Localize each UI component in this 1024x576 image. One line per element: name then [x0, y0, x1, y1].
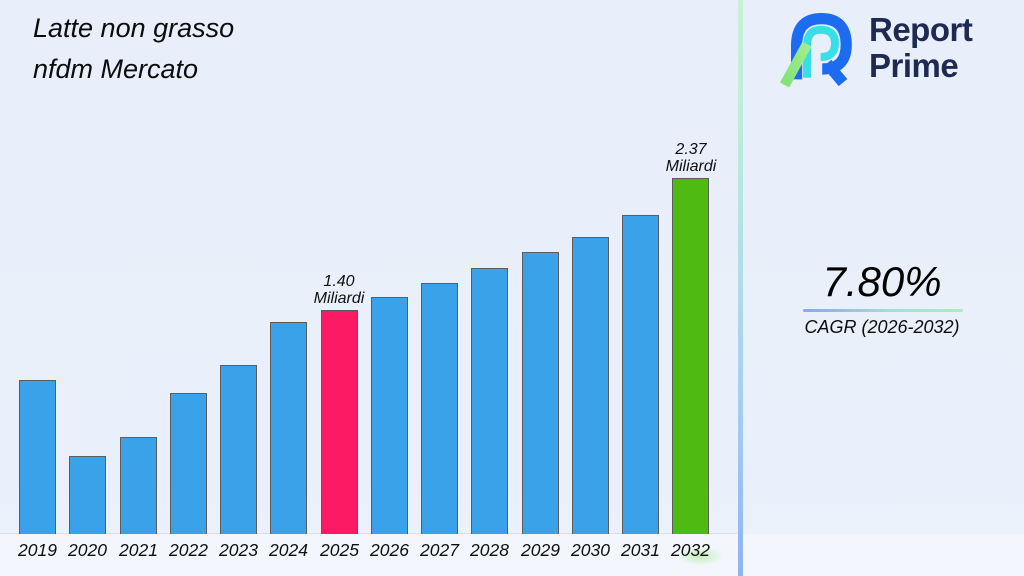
cagr-value: 7.80% [822, 258, 942, 305]
bar-annotation-2032: 2.37 Miliardi [631, 141, 751, 175]
annotation-unit: Miliardi [313, 290, 365, 307]
x-tick-2022: 2022 [169, 540, 208, 560]
annotation-value: 2.37 [675, 141, 707, 158]
bar-2031 [622, 215, 659, 534]
chart-baseline-strip [0, 534, 1024, 576]
bar-2019 [19, 380, 56, 534]
x-tick-2031: 2031 [621, 540, 660, 560]
bar-2028 [471, 268, 508, 534]
bar-2032 [672, 178, 709, 534]
annotation-unit: Miliardi [665, 158, 717, 175]
x-tick-2027: 2027 [420, 540, 459, 560]
bar-2025 [321, 310, 358, 534]
bar-2022 [170, 393, 207, 534]
page-title-line2: nfdm Mercato [33, 54, 199, 84]
bar-annotation-2025: 1.40 Miliardi [279, 273, 399, 307]
brand-logo: Report Prime [779, 6, 973, 92]
bar-2020 [69, 456, 106, 534]
x-axis-line [0, 533, 737, 534]
highlight-glow [676, 546, 724, 566]
x-tick-2024: 2024 [269, 540, 308, 560]
bar-2024 [270, 322, 307, 534]
x-tick-2030: 2030 [571, 540, 610, 560]
cagr-underline [803, 309, 963, 312]
x-tick-2028: 2028 [470, 540, 509, 560]
x-tick-2026: 2026 [370, 540, 409, 560]
bar-2030 [572, 237, 609, 534]
bar-2023 [220, 365, 257, 534]
bar-2027 [421, 283, 458, 534]
x-tick-2032: 2032 [671, 540, 710, 560]
page-title-line1: Latte non grasso [33, 13, 235, 43]
x-tick-2025: 2025 [320, 540, 359, 560]
annotation-value: 1.40 [323, 273, 355, 290]
brand-name-line2: Prime [869, 47, 959, 84]
x-tick-2019: 2019 [18, 540, 57, 560]
x-tick-2021: 2021 [119, 540, 158, 560]
vertical-divider [738, 0, 743, 576]
x-tick-2020: 2020 [68, 540, 107, 560]
bar-2026 [371, 297, 408, 534]
bar-2029 [522, 252, 559, 534]
x-tick-2029: 2029 [521, 540, 560, 560]
x-tick-2023: 2023 [219, 540, 258, 560]
page-title: Latte non grasso nfdm Mercato [33, 8, 234, 90]
cagr-label: CAGR (2026-2032) [804, 317, 960, 337]
brand-name-line1: Report [869, 11, 973, 48]
bar-2021 [120, 437, 157, 534]
brand-name: Report Prime [869, 6, 973, 84]
report-prime-logo-icon [780, 12, 852, 88]
